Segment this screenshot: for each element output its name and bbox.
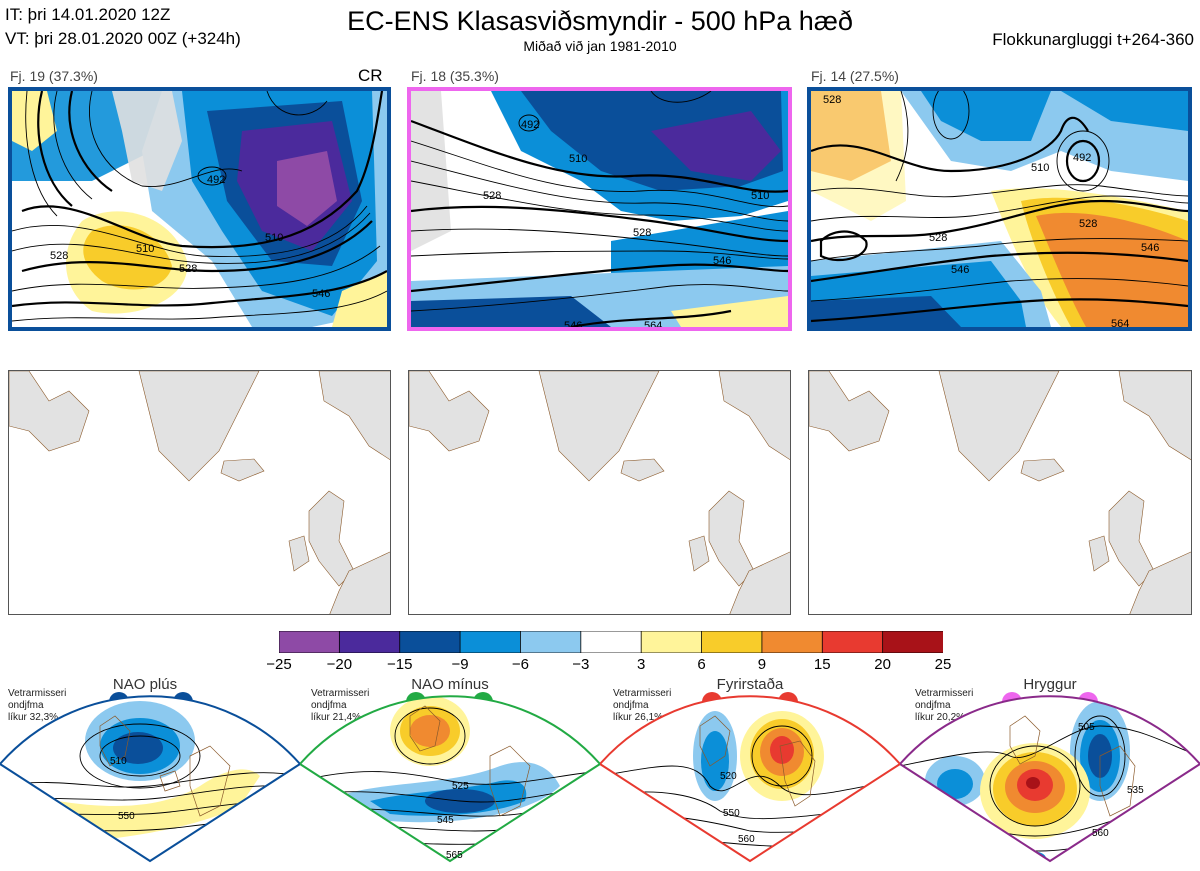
regime-4-note: Vetrarmisseri ondjfma líkur 20,2% (915, 688, 974, 723)
contour-label: 510 (751, 190, 769, 202)
regime-3-map: 520 550 560 (600, 692, 900, 863)
contour-label: 510 (1031, 162, 1049, 174)
cluster-1-tag: CR (358, 66, 383, 85)
colorbar-tick-label: 25 (934, 656, 952, 673)
cluster-2-label: Fj. 18 (35.3%) (411, 68, 499, 84)
contour-label: 564 (644, 320, 662, 327)
contour-label: 550 (723, 808, 740, 819)
colorbar-swatch (338, 630, 401, 654)
contour-label: 528 (929, 232, 947, 244)
regimes: Vetrarmisseri ondjfma líkur 32,3% NAO plús (0, 676, 1200, 871)
vt-line: VT: þri 28.01.2020 00Z (+324h) (5, 29, 241, 48)
colorbar-swatch (882, 630, 944, 654)
classification-window: Flokkunargluggi t+264-360 (992, 30, 1194, 49)
regime-1-map: 510 550 (0, 692, 300, 863)
contour-label: 546 (951, 264, 969, 276)
colorbar-tick-label: −15 (386, 656, 413, 673)
cluster-1-map: 510 528 546 564 492 528 510 (8, 87, 391, 331)
contour-label: 510 (110, 756, 127, 767)
contour-label: 525 (452, 781, 469, 792)
contour-label: 560 (1092, 828, 1109, 839)
header-times: IT: þri 14.01.2020 12Z VT: þri 28.01.202… (5, 3, 241, 51)
reference-map-1 (8, 370, 391, 615)
contour-label: 546 (564, 320, 582, 327)
colorbar-tick-label: 9 (757, 656, 767, 673)
colorbar-tick-label: 3 (637, 656, 646, 673)
contour-label: 505 (1078, 722, 1095, 733)
contour-label: 492 (207, 174, 225, 186)
colorbar-tick-label: −25 (266, 656, 292, 673)
reference-map-3 (808, 370, 1192, 615)
contour-label: 528 (633, 227, 651, 239)
regime-2-note: Vetrarmisseri ondjfma líkur 21,4% (311, 688, 370, 723)
contour-label: 560 (738, 834, 755, 845)
contour-label: 528 (483, 190, 501, 202)
regime-2-map: 525 545 565 (300, 692, 600, 863)
regime-1-title: NAO plús (112, 676, 178, 693)
colorbar-swatch (701, 630, 763, 654)
colorbar-swatch (459, 630, 522, 654)
reference-map-2 (408, 370, 791, 615)
colorbar-swatch (399, 630, 461, 654)
colorbar-tick-label: 15 (813, 656, 831, 673)
colorbar-swatch (580, 630, 643, 654)
colorbar-swatches (278, 630, 944, 654)
contour-label: 510 (136, 243, 154, 255)
contour-label: 564 (1111, 318, 1129, 327)
contour-label: 550 (118, 811, 135, 822)
colorbar (278, 630, 944, 654)
contour-label: 546 (312, 288, 330, 300)
colorbar-tick-label: 20 (874, 656, 891, 673)
regime-4-map: 505 535 560 (900, 692, 1200, 863)
contour-label: 546 (1141, 242, 1159, 254)
contour-label: 520 (720, 771, 737, 782)
contour-label: 528 (179, 263, 197, 275)
cluster-1-label: Fj. 19 (37.3%) (10, 68, 98, 84)
regime-4-title: Hryggur (1023, 676, 1077, 693)
page-title: EC-ENS Klasasviðsmyndir - 500 hPa hæð (347, 6, 853, 36)
contour-label: 545 (437, 815, 454, 826)
colorbar-tick-label: −6 (511, 656, 529, 673)
page-subtitle: Miðað við jan 1981-2010 (523, 38, 677, 54)
cluster-2-map: 492 510 510 528 528 546 546 564 (407, 87, 792, 331)
contour-label: 510 (265, 232, 283, 244)
regime-1-note: Vetrarmisseri ondjfma líkur 32,3% (8, 688, 67, 723)
colorbar-ticks: −25 −20 −15 −9 −6 −3 3 6 9 15 20 25 (259, 656, 963, 676)
contour-label: 492 (1073, 152, 1091, 164)
it-line: IT: þri 14.01.2020 12Z (5, 5, 171, 24)
cluster-3-map: 528 492 510 528 546 528 546 564 (807, 87, 1192, 331)
contour-label: 565 (446, 850, 463, 861)
cluster-3-label: Fj. 14 (27.5%) (811, 68, 899, 84)
contour-label: 492 (521, 119, 539, 131)
contour-label: 528 (50, 250, 68, 262)
colorbar-swatch (520, 630, 582, 654)
regime-2-title: NAO mínus (411, 676, 489, 693)
colorbar-tick-label: −3 (572, 656, 590, 673)
contour-label: 528 (823, 94, 841, 106)
contour-label: 510 (569, 153, 587, 165)
contour-label: 528 (1079, 218, 1097, 230)
colorbar-tick-label: −9 (451, 656, 469, 673)
contour-label: 546 (713, 255, 731, 267)
colorbar-swatch (821, 630, 884, 654)
regime-3-note: Vetrarmisseri ondjfma líkur 26,1% (613, 688, 672, 723)
colorbar-tick-label: 6 (697, 656, 706, 673)
contour-label: 535 (1127, 785, 1144, 796)
colorbar-swatch (278, 630, 341, 654)
colorbar-swatch (640, 630, 703, 654)
colorbar-swatch (761, 630, 824, 654)
regime-3-title: Fyrirstaða (716, 676, 784, 693)
colorbar-tick-label: −20 (326, 656, 353, 673)
